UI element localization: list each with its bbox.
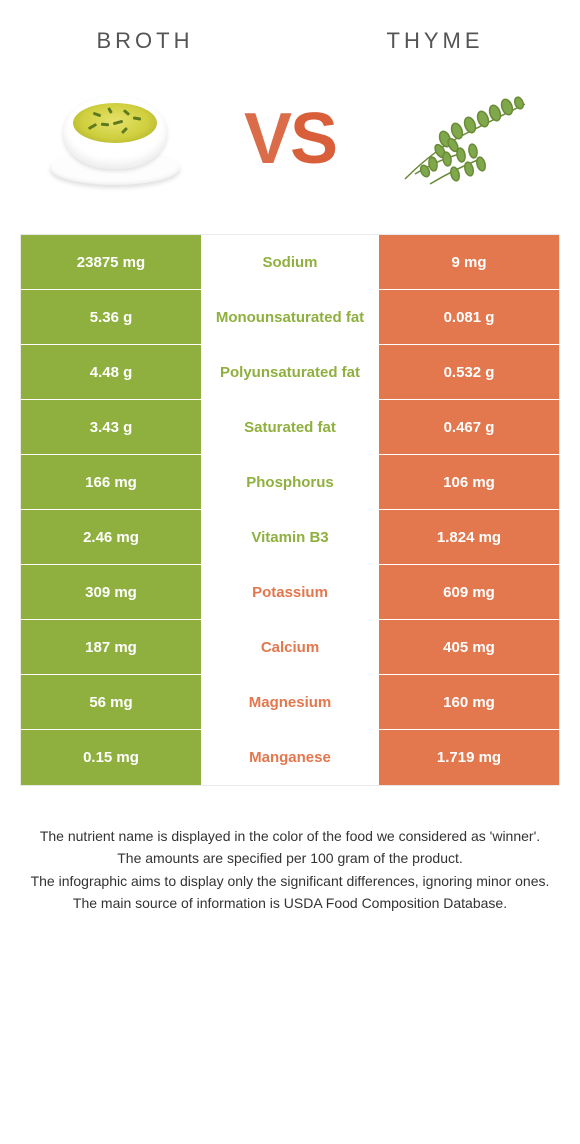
- table-row: 5.36 gMonounsaturated fat0.081 g: [21, 290, 559, 345]
- value-left: 56 mg: [21, 675, 201, 729]
- table-row: 2.46 mgVitamin B31.824 mg: [21, 510, 559, 565]
- value-right: 0.532 g: [379, 345, 559, 399]
- nutrient-label: Saturated fat: [201, 400, 379, 454]
- table-row: 3.43 gSaturated fat0.467 g: [21, 400, 559, 455]
- table-row: 23875 mgSodium9 mg: [21, 235, 559, 290]
- value-left: 187 mg: [21, 620, 201, 674]
- nutrient-label: Calcium: [201, 620, 379, 674]
- nutrient-label: Manganese: [201, 730, 379, 785]
- value-right: 405 mg: [379, 620, 559, 674]
- value-right: 9 mg: [379, 235, 559, 289]
- nutrient-label: Monounsaturated fat: [201, 290, 379, 344]
- value-left: 166 mg: [21, 455, 201, 509]
- table-row: 166 mgPhosphorus106 mg: [21, 455, 559, 510]
- value-left: 2.46 mg: [21, 510, 201, 564]
- value-left: 309 mg: [21, 565, 201, 619]
- vs-label: VS: [244, 98, 336, 180]
- nutrient-label: Sodium: [201, 235, 379, 289]
- images-row: VS: [0, 64, 580, 234]
- thyme-image: [380, 74, 550, 204]
- nutrient-table: 23875 mgSodium9 mg5.36 gMonounsaturated …: [20, 234, 560, 786]
- nutrient-label: Potassium: [201, 565, 379, 619]
- value-left: 4.48 g: [21, 345, 201, 399]
- nutrient-label: Phosphorus: [201, 455, 379, 509]
- value-right: 106 mg: [379, 455, 559, 509]
- value-right: 160 mg: [379, 675, 559, 729]
- footer-notes: The nutrient name is displayed in the co…: [30, 826, 550, 913]
- value-right: 0.081 g: [379, 290, 559, 344]
- broth-image: [30, 74, 200, 204]
- nutrient-label: Vitamin B3: [201, 510, 379, 564]
- value-right: 1.824 mg: [379, 510, 559, 564]
- footer-line: The amounts are specified per 100 gram o…: [30, 848, 550, 868]
- header: BROTH THYME: [0, 0, 580, 64]
- title-right: THYME: [387, 28, 484, 54]
- value-left: 23875 mg: [21, 235, 201, 289]
- value-right: 0.467 g: [379, 400, 559, 454]
- value-left: 0.15 mg: [21, 730, 201, 785]
- table-row: 4.48 gPolyunsaturated fat0.532 g: [21, 345, 559, 400]
- nutrient-label: Polyunsaturated fat: [201, 345, 379, 399]
- footer-line: The infographic aims to display only the…: [30, 871, 550, 891]
- table-row: 187 mgCalcium405 mg: [21, 620, 559, 675]
- value-right: 609 mg: [379, 565, 559, 619]
- table-row: 56 mgMagnesium160 mg: [21, 675, 559, 730]
- table-row: 309 mgPotassium609 mg: [21, 565, 559, 620]
- title-left: BROTH: [97, 28, 194, 54]
- footer-line: The nutrient name is displayed in the co…: [30, 826, 550, 846]
- value-right: 1.719 mg: [379, 730, 559, 785]
- nutrient-label: Magnesium: [201, 675, 379, 729]
- value-left: 3.43 g: [21, 400, 201, 454]
- table-row: 0.15 mgManganese1.719 mg: [21, 730, 559, 785]
- footer-line: The main source of information is USDA F…: [30, 893, 550, 913]
- value-left: 5.36 g: [21, 290, 201, 344]
